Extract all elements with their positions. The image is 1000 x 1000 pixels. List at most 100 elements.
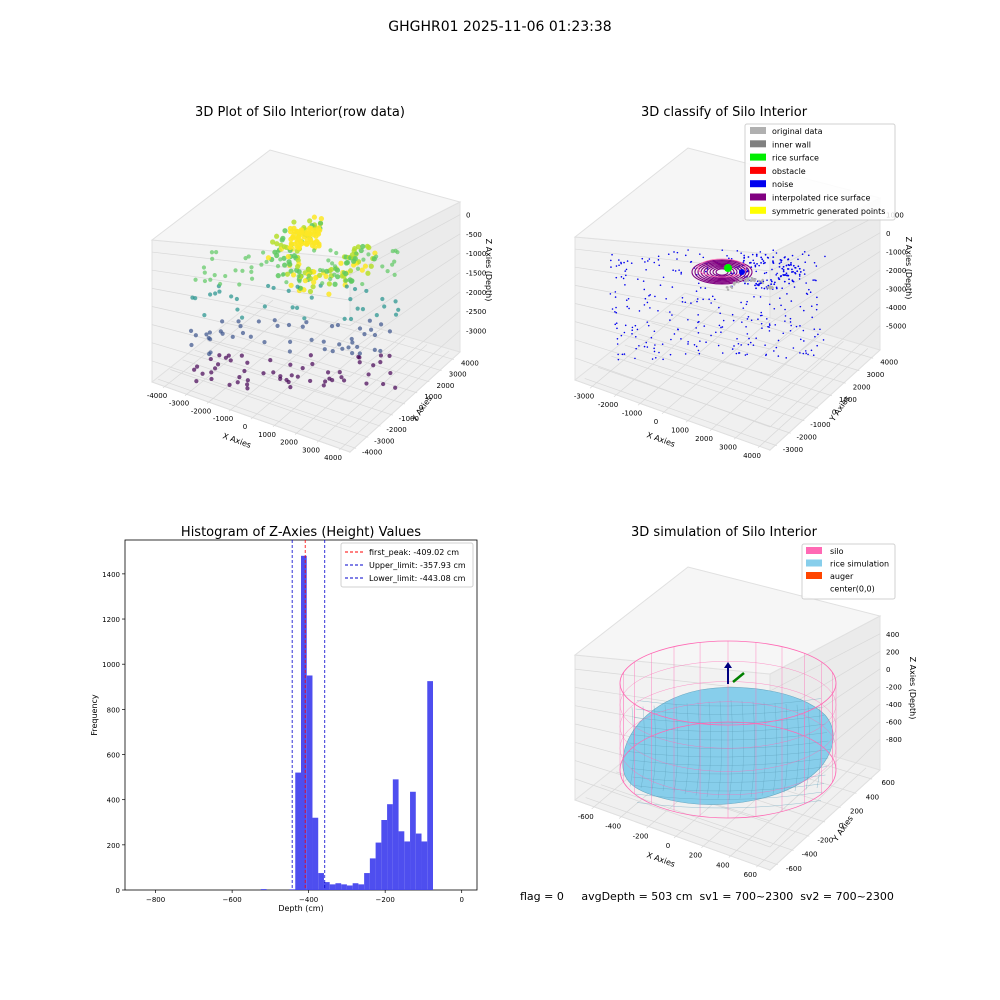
hist-y-tick-label: 200 <box>107 842 120 850</box>
x-tick-label: 1000 <box>671 426 689 434</box>
legend-label: rice surface <box>772 154 819 163</box>
legend-label: inner wall <box>772 140 811 149</box>
legend-label: interpolated rice surface <box>772 194 870 203</box>
hist-bar <box>301 555 307 890</box>
sim-legend-swatch <box>806 559 822 567</box>
z-tick-label: -2500 <box>466 308 486 316</box>
z-tick-label: -2000 <box>886 267 906 275</box>
y-tick-label: 4000 <box>880 358 898 366</box>
sim-chart-title: 3D simulation of Silo Interior <box>631 525 818 540</box>
raw-y-label: Y Axies <box>409 394 434 424</box>
x-tick-label: 0 <box>243 423 247 431</box>
sim-x-ticks: -600 -400 -200 0 200 400 600 <box>578 813 757 879</box>
z-tick-label: -4000 <box>886 304 906 312</box>
hist-bar <box>387 804 393 890</box>
legend-label: noise <box>772 180 793 189</box>
classify-panel: 3D classify of Silo Interior -3000 -2000 -… <box>573 105 913 460</box>
x-tick-label: 4000 <box>324 454 342 462</box>
z-tick-label: 0 <box>466 212 470 220</box>
x-tick-label: 400 <box>716 861 729 869</box>
hist-reference-lines <box>291 540 326 890</box>
x-tick-label: -200 <box>633 832 649 840</box>
legend-swatch <box>750 180 766 188</box>
z-tick-label: -2000 <box>466 289 486 297</box>
hist-y-tick-label: 0 <box>116 887 120 895</box>
hist-x-tick-label: −600 <box>223 896 242 904</box>
y-tick-label: -2000 <box>386 426 406 434</box>
legend-swatch <box>750 193 766 201</box>
legend-swatch <box>750 153 766 161</box>
y-tick-label: -200 <box>817 836 833 844</box>
y-tick-label: -1000 <box>399 415 419 423</box>
classify-z-label: Z Axies (Depth) <box>904 237 913 300</box>
raw-scatter-panel: 3D Plot of Silo Interior(row data) -4000… <box>147 105 493 462</box>
raw-x-label: X Axies <box>221 431 252 450</box>
legend-swatch <box>750 206 766 214</box>
raw-chart-title: 3D Plot of Silo Interior(row data) <box>195 105 405 120</box>
hist-legend: first_peak: -409.02 cm Upper_limit: -357.… <box>340 542 474 588</box>
y-tick-label: 4000 <box>461 360 479 368</box>
sim-legend-frame <box>801 543 896 600</box>
legend-swatch <box>750 127 766 134</box>
figure-title: GHGHR01 2025-11-06 01:23:38 <box>388 19 611 35</box>
z-tick-label: 200 <box>886 648 899 656</box>
raw-scatter-points <box>188 214 401 391</box>
sim-y-label: Y Axies <box>830 814 855 844</box>
z-tick-label: -5000 <box>886 323 906 331</box>
sim-z-label: Z Axies (Depth) <box>908 657 917 720</box>
hist-bar <box>312 817 319 890</box>
hist-y-label: Frequency <box>90 694 99 736</box>
hist-bar <box>392 779 399 890</box>
x-tick-label: 3000 <box>302 446 320 454</box>
hist-x-tick-label: 0 <box>459 896 463 904</box>
hist-bar <box>369 858 376 890</box>
y-tick-label: 2000 <box>437 382 455 390</box>
y-tick-label: 0 <box>839 822 843 830</box>
y-tick-label: 200 <box>850 808 863 816</box>
hist-x-ticks: −800 −600 −400 −200 0 <box>146 890 464 904</box>
hist-bar <box>375 842 382 890</box>
y-tick-label: -4000 <box>362 448 382 456</box>
hist-bar <box>421 841 428 890</box>
y-tick-label: 0 <box>832 408 836 416</box>
classify-legend: original data inner wall rice surface obsta… <box>744 123 896 221</box>
legend-label: symmetric generated points <box>772 207 885 216</box>
hist-x-label: Depth (cm) <box>278 904 323 913</box>
auger-green-arrow <box>732 672 745 683</box>
hist-x-tick-label: −800 <box>146 896 165 904</box>
y-tick-label: -2000 <box>796 433 816 441</box>
z-tick-label: -1000 <box>886 248 906 256</box>
hist-bars <box>260 555 433 890</box>
hist-bar <box>318 873 324 890</box>
y-tick-label: 1000 <box>839 396 857 404</box>
hist-bar <box>346 885 353 890</box>
z-tick-label: -3000 <box>466 327 486 335</box>
auger-arrow-head <box>724 662 732 668</box>
z-tick-label: -1000 <box>466 250 486 258</box>
y-tick-label: 600 <box>881 779 894 787</box>
z-tick-label: 0 <box>886 230 890 238</box>
raw-z-label: Z Axies (Depth) <box>484 239 493 302</box>
y-tick-label: 3000 <box>449 371 467 379</box>
hist-y-tick-label: 1200 <box>102 616 120 624</box>
y-tick-label: 0 <box>419 404 423 412</box>
hist-bar <box>410 791 416 890</box>
classify-chart-title: 3D classify of Silo Interior <box>641 105 808 120</box>
hist-bar <box>323 882 330 890</box>
hist-bar <box>404 841 411 890</box>
z-tick-label: -3000 <box>886 286 906 294</box>
y-tick-label: -1000 <box>810 421 830 429</box>
hist-x-tick-label: −400 <box>299 896 318 904</box>
y-tick-label: 400 <box>866 793 879 801</box>
hist-y-tick-label: 1000 <box>102 661 120 669</box>
x-tick-label: -600 <box>578 813 594 821</box>
raw-wall-back <box>150 149 462 259</box>
x-tick-label: 0 <box>654 418 658 426</box>
z-tick-label: -500 <box>466 231 482 239</box>
sim-legend-label: auger <box>830 572 854 581</box>
raw-gridlines <box>151 214 461 451</box>
y-tick-label: 1000 <box>424 393 442 401</box>
hist-bar <box>341 884 347 890</box>
hist-y-tick-label: 800 <box>107 706 120 714</box>
